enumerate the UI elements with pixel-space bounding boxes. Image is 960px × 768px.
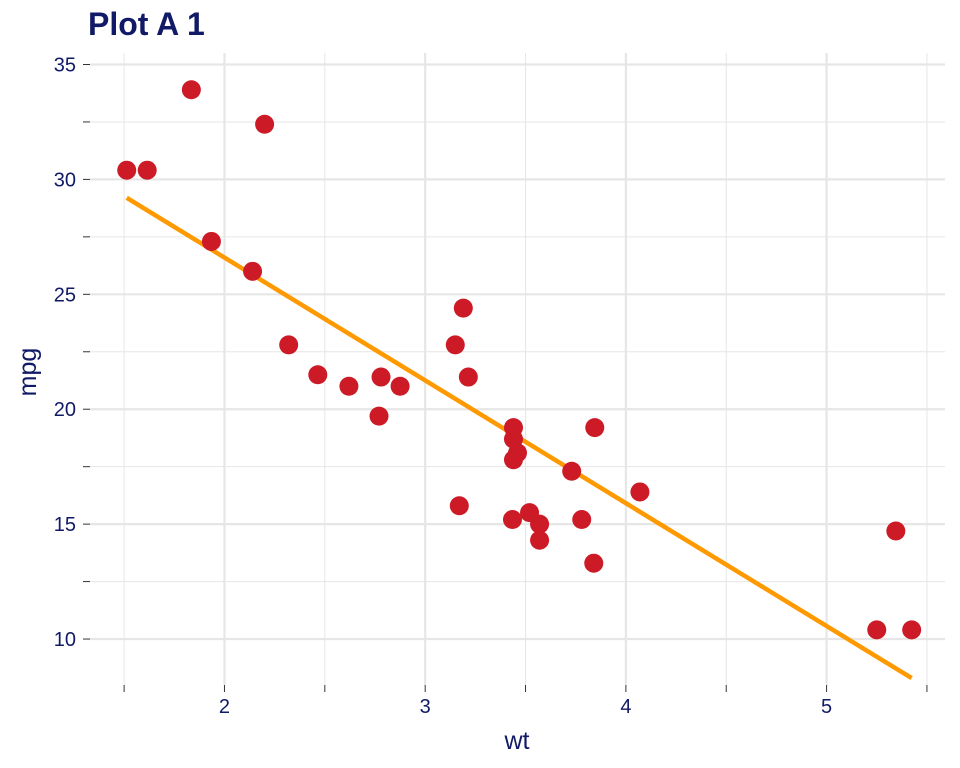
data-point — [279, 335, 299, 355]
x-tick-label: 4 — [620, 696, 631, 718]
data-point — [585, 418, 605, 438]
data-point — [867, 620, 887, 640]
y-tick-label: 10 — [54, 629, 76, 651]
data-point — [308, 365, 328, 385]
data-point — [371, 367, 391, 387]
axis-ticks — [83, 63, 928, 692]
y-tick-label: 35 — [54, 54, 76, 76]
data-point — [562, 461, 582, 481]
data-point — [243, 261, 263, 281]
data-point — [339, 376, 359, 396]
data-points — [117, 80, 922, 640]
data-point — [181, 80, 201, 100]
y-tick-label: 30 — [54, 169, 76, 191]
grid-lines — [90, 53, 945, 685]
chart-title: Plot A 1 — [88, 6, 205, 42]
y-tick-label: 20 — [54, 399, 76, 421]
data-point — [255, 114, 275, 134]
tick-labels: 2 3 4 5 10 15 20 25 30 35 — [54, 54, 832, 718]
data-point — [445, 335, 465, 355]
data-point — [390, 376, 410, 396]
data-point — [503, 450, 523, 470]
data-point — [137, 160, 157, 180]
data-point — [502, 510, 522, 530]
data-point — [630, 482, 650, 502]
x-axis-title: wt — [504, 727, 530, 755]
data-point — [201, 231, 221, 251]
data-point — [503, 418, 523, 438]
x-tick-label: 5 — [821, 696, 832, 718]
y-tick-label: 25 — [54, 284, 76, 306]
x-tick-label: 2 — [219, 696, 230, 718]
data-point — [453, 298, 473, 318]
data-point — [449, 496, 469, 516]
data-point — [117, 160, 137, 180]
data-point — [369, 406, 389, 426]
data-point — [584, 553, 604, 573]
y-axis-title: mpg — [14, 348, 42, 397]
x-tick-label: 3 — [420, 696, 431, 718]
data-point — [530, 514, 550, 534]
y-tick-label: 15 — [54, 514, 76, 536]
data-point — [458, 367, 478, 387]
data-point — [886, 521, 906, 541]
data-point — [572, 510, 592, 530]
data-point — [902, 620, 922, 640]
data-point — [530, 530, 550, 550]
